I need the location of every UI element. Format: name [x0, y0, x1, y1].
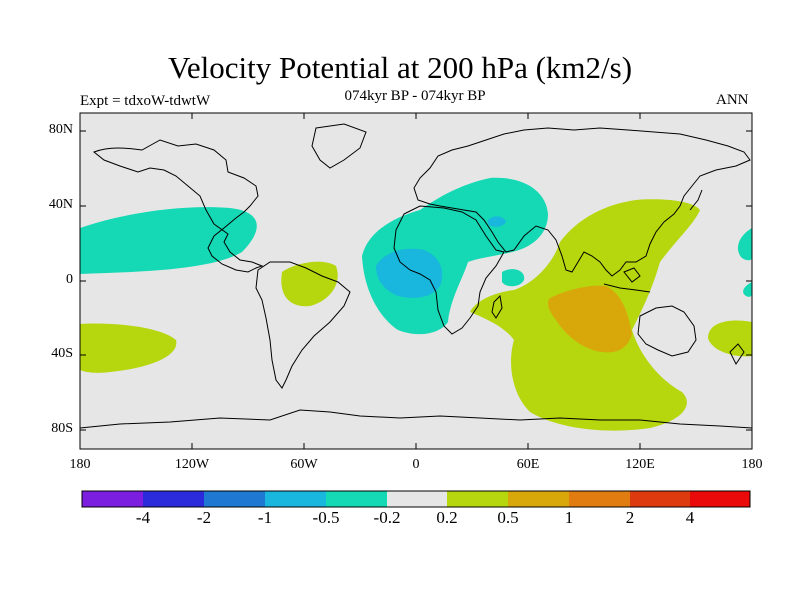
season-label: ANN: [716, 92, 749, 108]
colorbar-label: -0.5: [312, 508, 340, 527]
colorbar-swatch-1: [82, 491, 143, 507]
colorbar-swatch-10: [630, 491, 690, 507]
colorbar-label: -2: [196, 508, 212, 527]
lat-label-80n: 80N: [48, 122, 73, 137]
colorbar-swatch-2: [143, 491, 204, 507]
field-mideast-strong-negative: [488, 216, 506, 227]
colorbar-frame: [81, 490, 751, 508]
lon-label-60e: 60E: [516, 457, 540, 472]
lat-label-0: 0: [66, 272, 73, 287]
field-south-pacific-positive: [80, 323, 177, 373]
map-title: Velocity Potential at 200 hPa (km2/s): [167, 50, 633, 85]
coastline-new-zealand: [729, 343, 745, 365]
lon-label-120e: 120E: [625, 457, 655, 472]
colorbar-label: -1: [257, 508, 273, 527]
lon-ticks: [191, 113, 641, 449]
field-indian-ocean-strong-positive: [548, 285, 632, 353]
lat-label-40s: 40S: [51, 346, 73, 361]
colorbar-label: 0.2: [436, 508, 458, 527]
colorbar: [81, 490, 751, 508]
coastline-africa: [393, 205, 505, 335]
colorbar-label: -0.2: [373, 508, 401, 527]
field-africa-strong-negative: [376, 248, 443, 298]
colorbar-swatch-5: [326, 491, 387, 507]
lon-label-180e: 180: [741, 457, 763, 472]
colorbar-swatch-7: [447, 491, 508, 507]
coastline-japan: [689, 189, 703, 211]
colorbar-label: 4: [685, 508, 695, 527]
colorbar-swatch-4: [265, 491, 326, 507]
colorbar-label: 0.5: [497, 508, 519, 527]
lat-label-80s: 80S: [51, 421, 73, 436]
shaded-fields: [80, 177, 752, 431]
field-pacific-east-negative-2: [743, 282, 752, 297]
coastline-south-america: [255, 261, 351, 389]
field-north-pacific-negative: [80, 207, 257, 274]
field-south-america-positive: [281, 261, 338, 307]
map-subtitle: 074kyr BP - 074kyr BP: [344, 88, 486, 104]
coastline-madagascar: [491, 294, 503, 319]
colorbar-label: -4: [135, 508, 151, 527]
lon-label-0: 0: [412, 457, 420, 472]
coastline-north-america: [93, 139, 264, 273]
lon-label-60w: 60W: [290, 457, 318, 472]
lat-ticks: [80, 130, 752, 431]
experiment-label: Expt = tdxoW-tdwtW: [80, 93, 211, 109]
coastline-borneo: [623, 267, 641, 283]
coastline-greenland: [311, 123, 367, 169]
coastline-indonesia: [603, 283, 651, 293]
colorbar-label: 1: [564, 508, 574, 527]
colorbar-label: 2: [625, 508, 635, 527]
coastlines: [79, 123, 753, 429]
field-arabia-negative: [502, 269, 525, 287]
colorbar-swatch-8: [508, 491, 569, 507]
colorbar-swatch-3: [204, 491, 265, 507]
field-pacific-east-negative: [737, 228, 752, 261]
colorbar-swatch-9: [569, 491, 630, 507]
coastline-eurasia: [413, 127, 751, 277]
coastline-antarctica: [79, 409, 753, 429]
colorbar-swatch-11: [690, 491, 750, 507]
colorbar-swatch-6: [387, 491, 447, 507]
lon-label-180w: 180: [69, 457, 91, 472]
coastline-australia: [637, 305, 697, 357]
lon-label-120w: 120W: [174, 457, 210, 472]
lat-label-40n: 40N: [48, 197, 73, 212]
